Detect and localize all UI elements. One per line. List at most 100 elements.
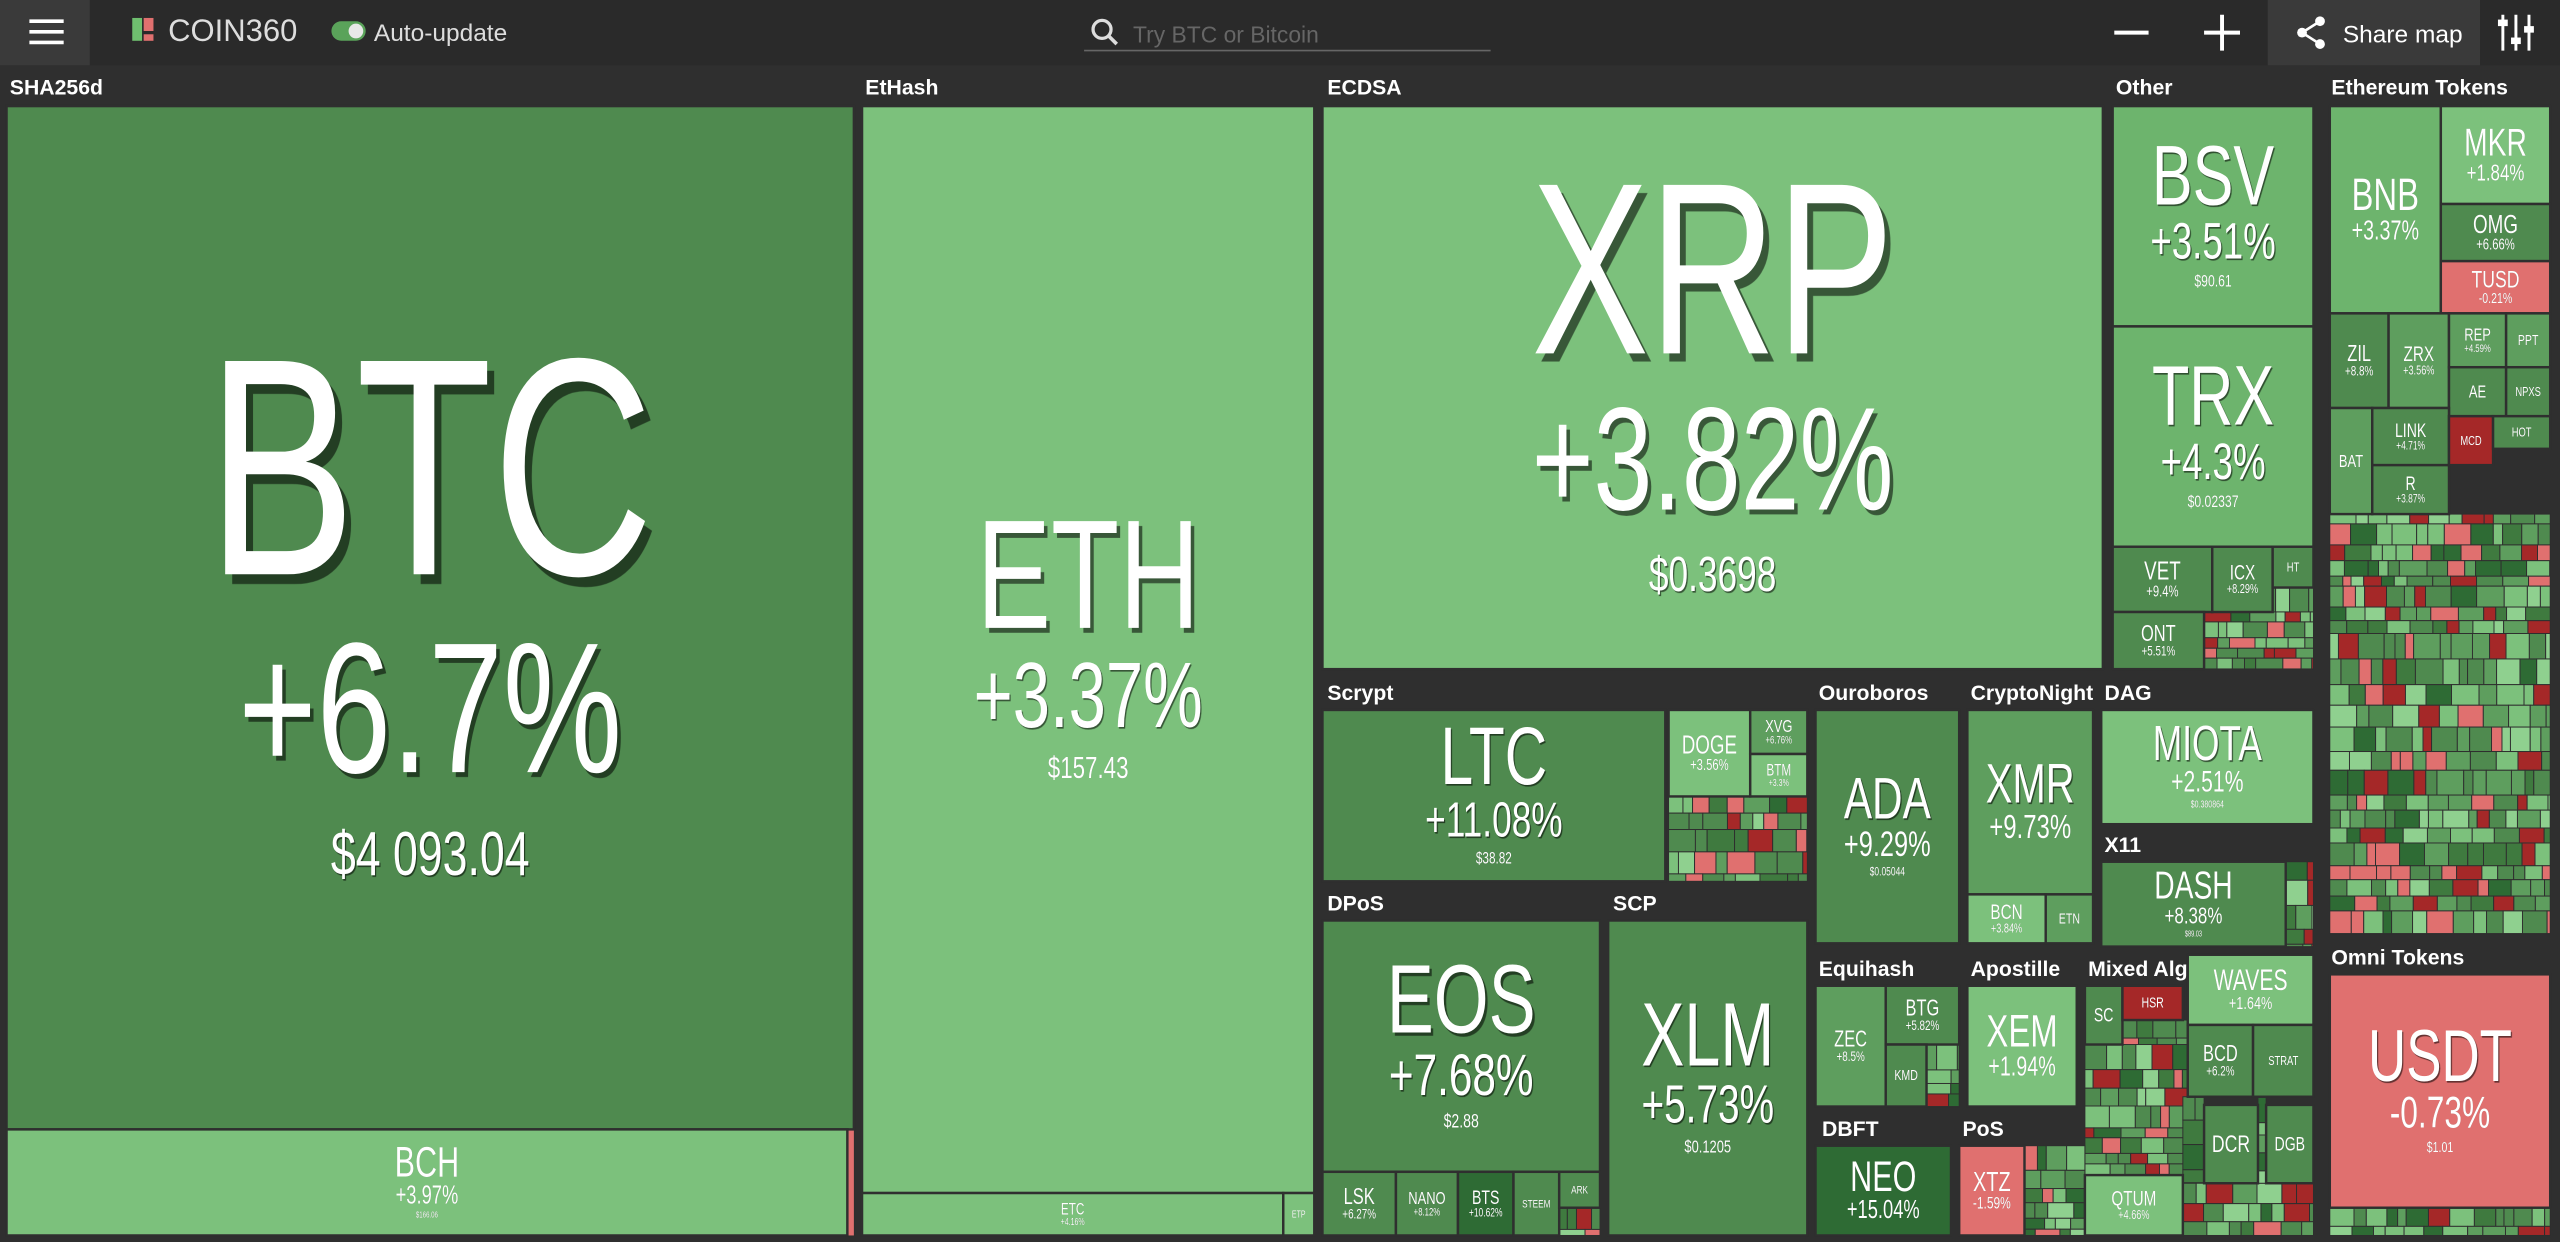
small-coin-tile[interactable]	[2517, 1225, 2546, 1236]
small-coin-tile[interactable]	[2485, 769, 2512, 796]
small-coin-tile[interactable]	[2524, 769, 2535, 796]
small-coin-tile[interactable]	[2426, 910, 2454, 935]
coin-tile[interactable]: BCD+6.2%	[2186, 1023, 2255, 1098]
small-coin-tile[interactable]	[2358, 658, 2372, 686]
small-coin-tile[interactable]	[2496, 684, 2525, 706]
small-coin-tile[interactable]	[2371, 879, 2387, 897]
small-coin-tile[interactable]	[2329, 910, 2352, 935]
small-coin-tile[interactable]	[2489, 633, 2507, 660]
small-coin-tile[interactable]	[2346, 794, 2358, 811]
small-coin-tile[interactable]	[1688, 812, 1704, 831]
small-coin-tile[interactable]	[2513, 1207, 2533, 1227]
coin-tile[interactable]: HSR	[2121, 984, 2185, 1022]
small-coin-tile[interactable]	[2397, 879, 2411, 897]
small-coin-tile[interactable]	[2382, 658, 2397, 686]
coin-tile[interactable]: QTUM+4.66%	[2083, 1173, 2185, 1237]
small-coin-tile[interactable]	[1950, 1069, 1960, 1084]
small-coin-tile[interactable]	[2375, 726, 2387, 753]
small-coin-tile[interactable]	[2376, 895, 2391, 912]
small-coin-tile[interactable]	[2428, 513, 2450, 525]
small-coin-tile[interactable]	[2387, 560, 2400, 577]
small-coin-tile[interactable]	[2109, 1163, 2126, 1176]
small-coin-tile[interactable]	[2375, 842, 2401, 867]
small-coin-tile[interactable]	[2034, 1228, 2061, 1236]
small-coin-tile[interactable]	[2329, 769, 2349, 796]
small-coin-tile[interactable]	[2366, 794, 2385, 811]
coin-tile[interactable]: BSV+3.51% $90.61	[2111, 104, 2315, 328]
small-coin-tile[interactable]	[2382, 910, 2393, 935]
small-coin-tile[interactable]	[1800, 812, 1808, 831]
small-coin-tile[interactable]	[2502, 910, 2523, 935]
small-coin-tile[interactable]	[2518, 827, 2545, 844]
small-coin-tile[interactable]	[2285, 904, 2297, 930]
small-coin-tile[interactable]	[2370, 544, 2383, 562]
small-coin-tile[interactable]	[2266, 621, 2285, 639]
small-coin-tile[interactable]	[2281, 1182, 2298, 1205]
small-coin-tile[interactable]	[2416, 523, 2429, 546]
small-coin-tile[interactable]	[2528, 633, 2547, 660]
small-coin-tile[interactable]	[2182, 1221, 2208, 1236]
small-coin-tile[interactable]	[2495, 606, 2508, 622]
small-coin-tile[interactable]	[2230, 611, 2251, 623]
small-coin-tile[interactable]	[2492, 523, 2504, 546]
small-coin-tile[interactable]	[2451, 684, 2480, 706]
coin-tile[interactable]: PPT	[2504, 312, 2552, 369]
coin-tile[interactable]: AE	[2447, 365, 2508, 418]
small-coin-tile[interactable]	[1694, 851, 1717, 875]
small-coin-tile[interactable]	[1739, 812, 1754, 831]
small-coin-tile[interactable]	[2105, 1152, 2119, 1165]
small-coin-tile[interactable]	[2386, 620, 2411, 634]
small-coin-tile[interactable]	[2329, 633, 2339, 660]
small-coin-tile[interactable]	[2140, 1137, 2165, 1154]
coin-tile[interactable]: EOS+7.68% $2.88	[1321, 919, 1602, 1174]
coin-tile[interactable]: MKR+1.84%	[2439, 104, 2552, 206]
small-coin-tile[interactable]	[2418, 704, 2440, 728]
small-coin-tile[interactable]	[1747, 829, 1774, 853]
small-coin-tile[interactable]	[2136, 1019, 2154, 1039]
small-coin-tile[interactable]	[2452, 879, 2479, 897]
small-coin-tile[interactable]	[2205, 1182, 2234, 1205]
small-coin-tile[interactable]	[2516, 809, 2541, 829]
small-coin-tile[interactable]	[2226, 621, 2244, 639]
small-coin-tile[interactable]	[2544, 1225, 2551, 1236]
small-coin-tile[interactable]	[2045, 1145, 2068, 1171]
small-coin-tile[interactable]	[2339, 809, 2351, 829]
small-coin-tile[interactable]	[2547, 794, 2551, 811]
small-coin-tile[interactable]	[2356, 794, 2368, 811]
small-coin-tile[interactable]	[2427, 809, 2444, 829]
small-coin-tile[interactable]	[2182, 1203, 2205, 1223]
small-coin-tile[interactable]	[2329, 585, 2344, 608]
small-coin-tile[interactable]	[2182, 1119, 2205, 1146]
small-coin-tile[interactable]	[2343, 560, 2369, 577]
small-coin-tile[interactable]	[2441, 865, 2458, 881]
small-coin-tile[interactable]	[2364, 684, 2384, 706]
small-coin-tile[interactable]	[2367, 560, 2379, 577]
small-coin-tile[interactable]	[2384, 827, 2404, 844]
small-coin-tile[interactable]	[2084, 1087, 2102, 1107]
small-coin-tile[interactable]	[2425, 751, 2447, 771]
small-coin-tile[interactable]	[2526, 585, 2541, 608]
small-coin-tile[interactable]	[2389, 895, 2414, 912]
small-coin-tile[interactable]	[2526, 794, 2549, 811]
small-coin-tile[interactable]	[2458, 620, 2474, 634]
coin-tile[interactable]: ETH+3.37% $157.43	[860, 104, 1316, 1195]
small-coin-tile[interactable]	[2456, 895, 2472, 912]
small-coin-tile[interactable]	[2329, 513, 2357, 525]
small-coin-tile[interactable]	[2356, 704, 2370, 728]
small-coin-tile[interactable]	[2354, 585, 2366, 608]
small-coin-tile[interactable]	[2309, 611, 2314, 623]
small-coin-tile[interactable]	[2436, 769, 2465, 796]
small-coin-tile[interactable]	[2443, 523, 2472, 546]
small-coin-tile[interactable]	[2482, 704, 2510, 728]
coin-tile[interactable]: USDT-0.73%$1.01	[2328, 973, 2552, 1209]
small-coin-tile[interactable]	[2521, 842, 2536, 867]
small-coin-tile[interactable]	[2194, 1096, 2205, 1121]
small-coin-tile[interactable]	[2438, 704, 2459, 728]
small-coin-tile[interactable]	[2470, 523, 2494, 546]
small-coin-tile[interactable]	[2502, 523, 2523, 546]
small-coin-tile[interactable]	[2337, 633, 2359, 660]
small-coin-tile[interactable]	[2495, 1207, 2505, 1227]
small-coin-tile[interactable]	[2203, 657, 2218, 670]
small-coin-tile[interactable]	[2144, 1127, 2169, 1139]
small-coin-tile[interactable]	[2231, 657, 2245, 670]
